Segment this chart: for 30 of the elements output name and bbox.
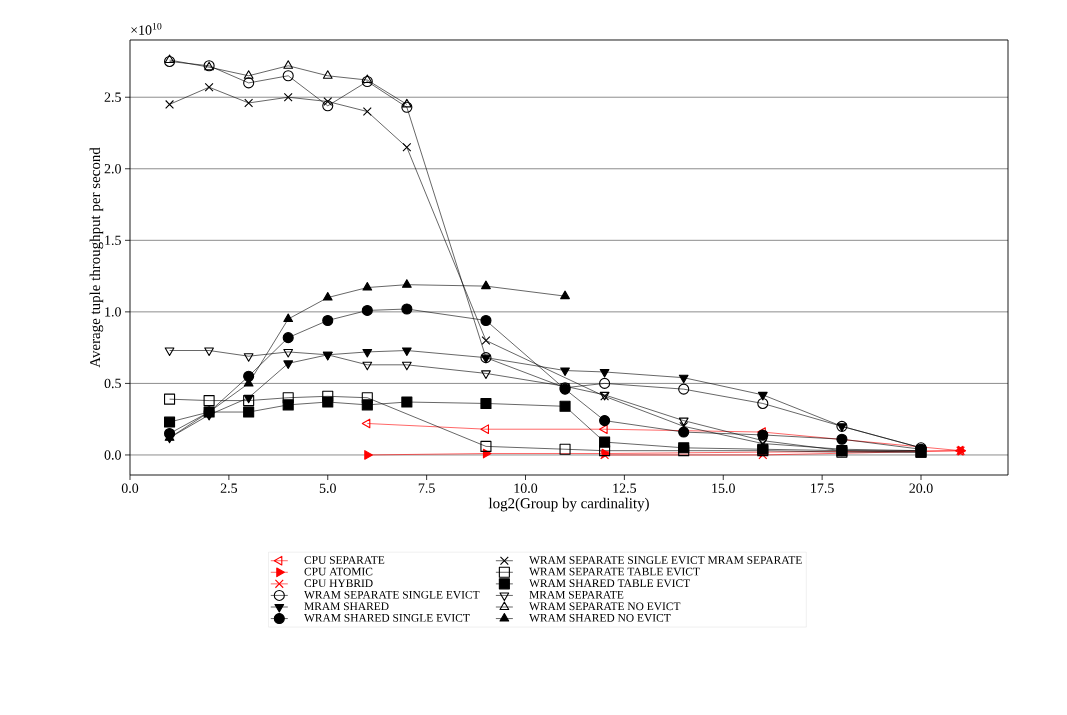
x-tick-label: 12.5 <box>613 483 637 493</box>
y-axis-title: Average tuple throughput per second <box>89 147 104 368</box>
x-tick-label: 5.0 <box>319 483 336 493</box>
legend-label: MRAM SEPARATE <box>529 590 624 599</box>
legend-label: WRAM SEPARATE SINGLE EVICT <box>304 590 480 599</box>
x-tick-label: 2.5 <box>220 483 238 493</box>
legend-label: WRAM SEPARATE TABLE EVICT <box>529 567 700 576</box>
y-tick-label: 2.0 <box>104 164 121 174</box>
y-tick-label: 1.5 <box>105 235 121 246</box>
legend-label: MRAM SHARED <box>304 602 389 611</box>
y-tick-label: 1.0 <box>105 307 121 317</box>
legend-label: CPU SEPARATE <box>304 556 385 564</box>
x-tick-label: 15.0 <box>712 483 735 493</box>
legend-label: WRAM SHARED NO EVICT <box>529 614 671 622</box>
legend-label: WRAM SHARED TABLE EVICT <box>529 579 690 588</box>
legend-label: WRAM SHARED SINGLE EVICT <box>304 614 470 622</box>
text: ×10$^{10}$ <box>131 22 162 35</box>
legend-label: WRAM SEPARATE SINGLE EVICT MRAM SEPARATE <box>529 556 802 564</box>
legend-label: WRAM SEPARATE NO EVICT <box>529 602 681 611</box>
x-tick-label: 17.5 <box>811 483 834 493</box>
legend-label: CPU ATOMIC <box>304 567 373 576</box>
y-tick-label: 2.5 <box>104 92 121 102</box>
x-tick-label: 0.0 <box>121 483 139 493</box>
x-tick-label: 20.0 <box>909 483 933 493</box>
legend-label: CPU HYBRID <box>304 579 373 588</box>
y-tick-label: 0.5 <box>104 378 121 389</box>
x-axis-title: log2(Group by cardinality) <box>488 497 649 512</box>
y-tick-label: 0.0 <box>104 450 121 460</box>
x-tick-label: 7.5 <box>418 483 435 493</box>
x-tick-label: 10.0 <box>514 483 538 493</box>
